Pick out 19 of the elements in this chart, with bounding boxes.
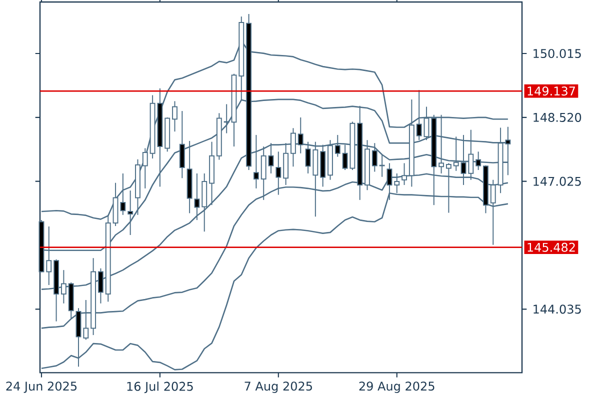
x-tick-label: 7 Aug 2025	[244, 382, 312, 393]
ref-line-label: 145.482	[528, 242, 575, 252]
x-tick-label: 16 Jul 2025	[127, 382, 193, 394]
candlestick	[128, 190, 134, 236]
candlestick	[476, 151, 482, 171]
y-tick-label: 144.035	[534, 304, 581, 314]
ref-line-label: 149.137	[528, 86, 575, 96]
candlestick	[424, 106, 430, 141]
y-tick-label: 148.520	[534, 112, 582, 122]
candlestick	[172, 100, 178, 132]
x-tick-label: 24 Jun 2025	[6, 382, 77, 393]
candlestick	[142, 148, 148, 189]
candlestick	[224, 104, 230, 134]
candlestick	[194, 172, 200, 221]
x-tick-label: 29 Aug 2025	[359, 382, 434, 393]
y-tick-label: 147.025	[534, 176, 581, 186]
y-tick-label: 150.015	[534, 48, 581, 58]
candlestick	[120, 172, 126, 216]
candlestick	[179, 110, 185, 179]
